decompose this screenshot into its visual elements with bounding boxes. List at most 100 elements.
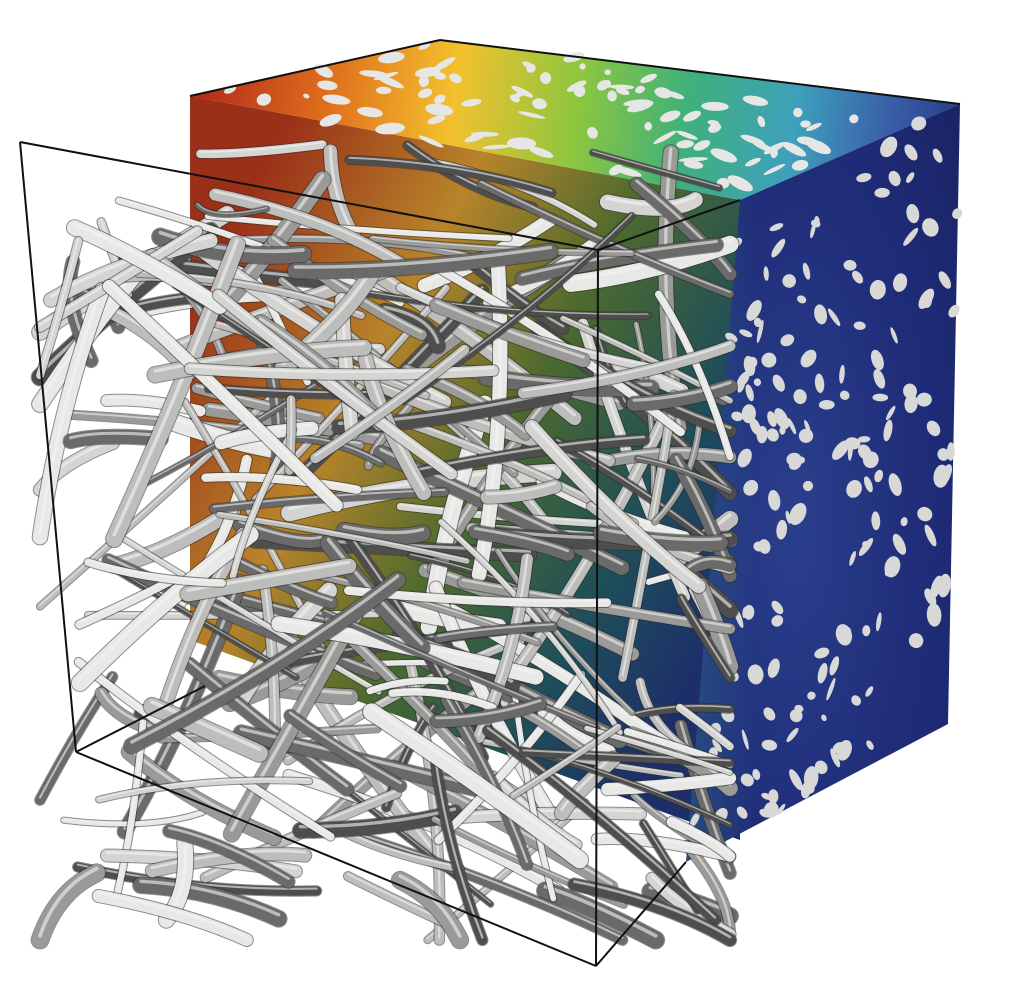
- fiber: [654, 289, 735, 462]
- fiber-section: [922, 218, 939, 237]
- fiber-section: [627, 100, 654, 113]
- fiber: [228, 554, 339, 610]
- fiber-section: [948, 304, 960, 318]
- fiber-section: [689, 812, 700, 828]
- fiber: [73, 656, 336, 842]
- fiber: [146, 338, 373, 384]
- fiber-section: [418, 75, 430, 88]
- fiber-section: [607, 90, 617, 102]
- fiber: [208, 187, 409, 272]
- fiber-section: [509, 94, 520, 103]
- fiber-section: [757, 116, 766, 128]
- fiber: [467, 524, 576, 562]
- fiber: [320, 608, 601, 732]
- fiber-section: [857, 444, 872, 460]
- fiber-section: [930, 575, 943, 599]
- cube-volume: [19, 39, 963, 967]
- fiber-section: [849, 550, 856, 566]
- fiber: [83, 557, 227, 588]
- fiber: [629, 176, 738, 282]
- fiber-section: [888, 170, 901, 187]
- fiber-section: [434, 94, 446, 104]
- fiber-section: [858, 538, 874, 556]
- fiber-section: [800, 120, 811, 128]
- fiber-section: [761, 739, 778, 751]
- fiber: [352, 287, 652, 320]
- fiber-section: [814, 647, 830, 659]
- fiber-section: [418, 43, 431, 50]
- fiber-section: [839, 390, 850, 400]
- fiber-section: [873, 369, 886, 389]
- fiber-section: [839, 364, 845, 384]
- fiber-section: [793, 107, 803, 118]
- fiber-section: [676, 140, 694, 149]
- fiber-section: [317, 80, 338, 91]
- fiber: [179, 557, 358, 603]
- fiber-section: [744, 157, 761, 167]
- fiber: [142, 696, 269, 763]
- fiber: [588, 148, 724, 192]
- fiber-section: [319, 113, 342, 127]
- fiber: [309, 343, 471, 465]
- fiber-section: [529, 146, 554, 158]
- fiber-section: [635, 85, 645, 94]
- fiber-section: [938, 271, 951, 289]
- fiber-section: [753, 541, 764, 552]
- fiber-section: [817, 662, 828, 684]
- fiber-section: [849, 114, 859, 124]
- fiber-section: [432, 57, 456, 72]
- fiber-section: [449, 73, 462, 84]
- fiber-section: [924, 524, 937, 547]
- fiber-section: [856, 172, 872, 183]
- fiber-section: [802, 480, 814, 492]
- fiber-section: [802, 262, 811, 280]
- fiber-section: [827, 308, 841, 327]
- fiber-section: [830, 748, 841, 768]
- fiber: [626, 378, 739, 412]
- fiber-section: [782, 141, 807, 157]
- fiber-section: [851, 695, 861, 706]
- fiber: [123, 571, 407, 755]
- fiber-section: [843, 259, 857, 271]
- fiber-section: [566, 80, 587, 93]
- fiber-section: [712, 739, 722, 753]
- fiber: [286, 242, 559, 280]
- fiber-section: [904, 144, 918, 161]
- fiber-section: [766, 428, 779, 442]
- frame-back-edge: [19, 141, 599, 251]
- fiber-section: [880, 136, 898, 158]
- fiber: [118, 534, 383, 696]
- fiber: [35, 235, 84, 381]
- fiber-section: [785, 510, 791, 524]
- fiber-section: [303, 93, 310, 99]
- fiber-section: [796, 295, 807, 304]
- fiber-section: [933, 464, 949, 488]
- fiber-section: [805, 139, 831, 155]
- frame-inner-left-edge: [75, 685, 206, 753]
- fiber-section: [763, 266, 769, 281]
- fiber: [31, 281, 111, 546]
- fiber-section: [917, 506, 933, 522]
- frame-top-back-edge: [189, 39, 441, 97]
- fiber: [674, 702, 735, 752]
- fiber: [481, 724, 722, 927]
- fiber-section: [609, 164, 623, 176]
- fiber-section: [863, 476, 873, 493]
- fiber-section: [865, 686, 874, 697]
- fiber: [95, 776, 314, 804]
- bounding-box-frame: [19, 39, 961, 967]
- fiber-section: [461, 98, 482, 107]
- fiber-section: [862, 625, 871, 637]
- fiber: [675, 593, 736, 684]
- fiber-section: [753, 378, 762, 387]
- fiber-section: [756, 319, 764, 344]
- fiber-section: [814, 304, 828, 325]
- fiber-section: [818, 399, 835, 410]
- fiber-network: [30, 139, 740, 950]
- fiber-section: [888, 473, 902, 496]
- fiber-section: [768, 789, 779, 804]
- fiber: [30, 863, 107, 950]
- fiber: [162, 823, 296, 889]
- fiber-section: [906, 172, 915, 183]
- fiber: [60, 808, 207, 828]
